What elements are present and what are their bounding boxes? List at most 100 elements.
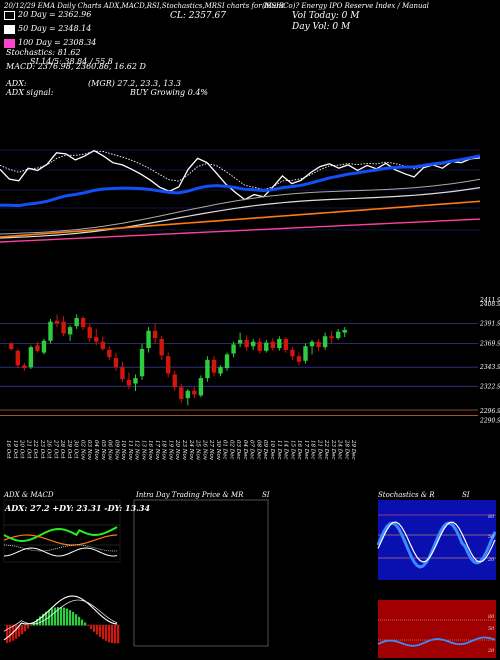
legend-swatch-ema20 xyxy=(4,10,15,20)
date-tick-label: 27 Oct xyxy=(52,439,58,459)
date-tick-label: 05 Nov xyxy=(100,440,106,461)
date-tick-label: 26 Nov xyxy=(201,439,207,461)
date-tick-label: 23 Oct xyxy=(39,439,45,459)
candle-body xyxy=(120,367,125,380)
candle-body xyxy=(250,341,256,347)
macd-histogram-bar xyxy=(15,625,18,639)
date-tick-label: 02 Dec xyxy=(228,440,234,460)
candle-body xyxy=(303,346,308,361)
volume-today: Vol Today: 0 M xyxy=(292,11,360,21)
candle-body xyxy=(231,344,236,354)
date-tick-label: 11 Dec xyxy=(276,440,282,460)
macd-histogram-bar xyxy=(18,625,21,637)
macd-signal-line xyxy=(3,599,118,632)
issuer-label: (MuniCo)? Energy IPO Reserve Index / Man… xyxy=(262,2,429,10)
date-tick-label: 26 Oct xyxy=(46,439,52,459)
candle-body xyxy=(35,345,40,351)
minus-di-line xyxy=(3,547,118,557)
candle-body xyxy=(342,329,347,333)
date-tick-label: 19 Oct xyxy=(12,440,18,459)
macd-histogram-bar xyxy=(6,625,9,643)
date-tick-label: 28 Dec xyxy=(343,439,349,460)
candle-body xyxy=(15,350,21,366)
adx-panel-readout: ADX: 27.2 +DY: 23.31 -DY: 13.34 xyxy=(5,503,151,513)
price-tick-label: 2290.99 xyxy=(479,417,500,424)
date-tick-label: 04 Nov xyxy=(93,440,99,461)
date-tick-label: 22 Oct xyxy=(32,439,38,459)
candle-body xyxy=(126,379,132,386)
candle-body xyxy=(237,339,243,344)
date-tick-label: 29 Oct xyxy=(66,439,72,459)
chart-header: 20/12/29 EMA Daily Charts ADX,MACD,RSI,S… xyxy=(4,2,285,10)
candle-body xyxy=(61,321,66,334)
date-tick-label: 21 Oct xyxy=(25,439,31,459)
candle-body xyxy=(172,374,177,388)
macd-histogram-bar xyxy=(69,610,72,626)
candle-body xyxy=(283,338,289,350)
legend-ema50: 50 Day = 2348.14 xyxy=(4,24,91,34)
date-tick-label: 14 Dec xyxy=(283,440,289,460)
candle-body xyxy=(107,349,112,358)
macd-histogram-bar xyxy=(90,625,93,629)
stochastics-readout: Stochastics: 81.62 xyxy=(6,48,81,57)
price-tick-label: 2322.99 xyxy=(479,383,500,390)
candle-body xyxy=(296,356,302,362)
candle-body xyxy=(270,341,276,349)
date-tick-label: 29 Dec xyxy=(350,439,356,460)
candle-body xyxy=(264,342,269,351)
date-tick-label: 22 Dec xyxy=(323,439,329,460)
date-tick-label: 16 Nov xyxy=(147,440,153,461)
adx-panel-frame xyxy=(3,499,121,563)
candle-body xyxy=(192,390,197,395)
macd-histogram-bar xyxy=(48,609,51,626)
legend-label-ema100: 100 Day = 2308.34 xyxy=(18,38,97,47)
macd-histogram-bar xyxy=(24,625,27,632)
legend-swatch-ema100 xyxy=(4,38,15,48)
date-tick-label: 06 Nov xyxy=(107,440,113,461)
candle-body xyxy=(277,338,282,349)
stoch-panel-si: SI xyxy=(462,491,470,499)
macd-histogram-bar xyxy=(84,622,87,626)
legend-label-ema20: 20 Day = 2362.96 xyxy=(18,10,92,19)
date-tick-label: 24 Dec xyxy=(337,439,343,460)
candle-body xyxy=(179,387,184,400)
fast-ema-line xyxy=(0,150,481,190)
macd-histogram-bar xyxy=(63,607,66,626)
price-tick-label: 2391.99 xyxy=(479,320,500,327)
date-tick-label: 13 Nov xyxy=(140,440,146,461)
day-volume: Day Vol: 0 M xyxy=(292,22,351,32)
macd-histogram-bar xyxy=(9,625,12,643)
ema50b-line xyxy=(0,178,481,235)
price-tick-label: 2296.99 xyxy=(479,408,500,415)
candle-body xyxy=(316,341,321,348)
date-tick-label: 23 Nov xyxy=(181,439,187,461)
legend-ema20: 20 Day = 2362.96 xyxy=(4,10,91,20)
macd-histogram-bar xyxy=(72,611,75,626)
si-readout: SI 14/5: 38.84 / 55.8 xyxy=(30,57,113,66)
candle-body xyxy=(218,367,223,374)
date-axis: 16 Oct 19 Oct 20 Oct 21 Oct 22 Oct 23 Oct 26 O… xyxy=(5,439,356,461)
legend-label-ema50: 50 Day = 2348.14 xyxy=(18,24,92,33)
macd-histogram-bar xyxy=(96,625,99,635)
date-tick-label: 24 Nov xyxy=(188,439,194,461)
close-price-line xyxy=(0,149,481,201)
date-tick-label: 21 Dec xyxy=(316,439,322,460)
adx-panel-title: ADX & MACD xyxy=(4,491,54,499)
date-tick-label: 18 Dec xyxy=(310,440,316,460)
date-tick-label: 15 Dec xyxy=(289,440,295,460)
adx-line xyxy=(3,526,118,542)
legend-swatch-ema50 xyxy=(4,24,15,34)
stoch-tick-label: 50 xyxy=(488,534,495,540)
rsi-panel-frame xyxy=(378,600,496,658)
date-tick-label: 10 Nov xyxy=(120,440,126,461)
price-axis: 2391.99 2369.99 2343.99 2322.99 2296.99 2290.… xyxy=(479,297,500,424)
date-tick-label: 28 Oct xyxy=(59,439,65,459)
stoch-panel-title: Stochastics & R xyxy=(378,491,435,499)
price-tick-label: 2343.99 xyxy=(479,364,500,371)
date-tick-label: 01 Dec xyxy=(222,440,228,460)
candle-body xyxy=(94,337,99,342)
macd-histogram-bar xyxy=(42,613,45,626)
macd-histogram-bar xyxy=(81,619,84,626)
rsi-tick-label: 20 xyxy=(487,648,495,654)
macd-histogram-bar xyxy=(75,614,78,626)
